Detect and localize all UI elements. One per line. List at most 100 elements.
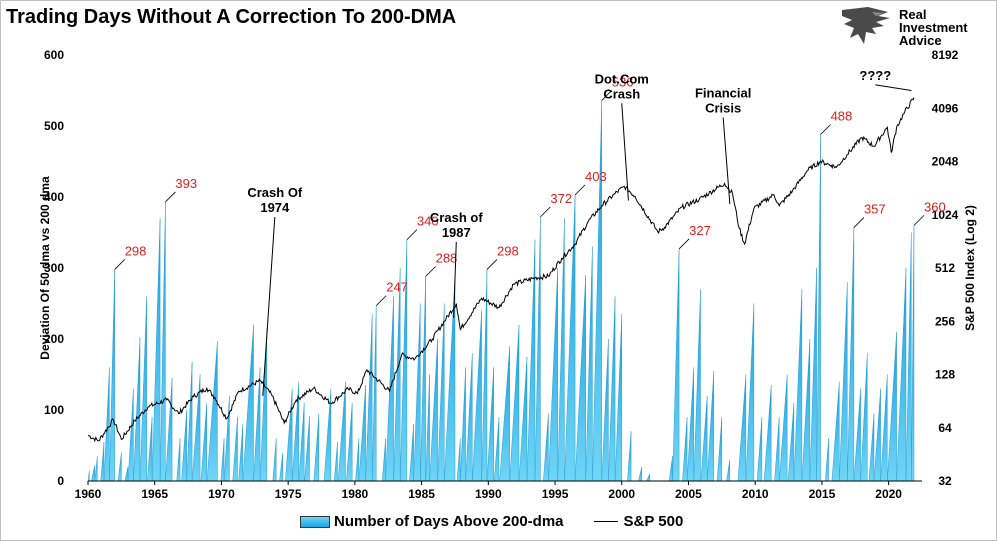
- bar-mark: [472, 310, 482, 482]
- bar-mark: [601, 338, 609, 482]
- y-tick-label: 200: [44, 332, 64, 346]
- bar-mark: [763, 385, 772, 482]
- annotation-arrow: [453, 241, 457, 318]
- peak-label: 298: [125, 243, 147, 258]
- bar-mark: [139, 296, 147, 482]
- brand-line-1: Real: [899, 7, 927, 22]
- bar-mark: [518, 356, 528, 482]
- bar-mark: [801, 338, 811, 482]
- bar-mark: [896, 267, 907, 482]
- bar-mark: [429, 338, 438, 482]
- peak-label: 340: [417, 214, 439, 229]
- y-tick-label: 300: [44, 261, 64, 275]
- peak-label: 298: [497, 243, 519, 258]
- bar-mark: [91, 465, 95, 482]
- bar-mark: [873, 388, 881, 482]
- peak-label-leader: [114, 259, 125, 270]
- x-tick-label: 1985: [408, 487, 435, 501]
- real-investment-advice-logo: [842, 7, 890, 44]
- bar-mark: [499, 346, 510, 482]
- bar-mark: [285, 388, 293, 482]
- bar-mark: [880, 374, 888, 482]
- bar-mark: [355, 438, 360, 482]
- annotation-arrow: [875, 84, 912, 91]
- bar-mark: [839, 282, 848, 482]
- peak-label-leader: [820, 124, 831, 135]
- legend-line-label: S&P 500: [623, 513, 684, 530]
- annotation-text: Financial: [695, 86, 751, 101]
- bar-mark: [816, 134, 821, 482]
- y2-tick-label: 8192: [932, 48, 959, 62]
- annotation-text: Crash Of: [247, 185, 303, 200]
- bar-mark: [668, 456, 673, 482]
- x-tick-label: 2010: [742, 487, 769, 501]
- x-tick-label: 1995: [542, 487, 569, 501]
- peak-label: 327: [689, 223, 711, 238]
- bar-mark: [371, 305, 377, 482]
- bar-mark: [242, 324, 254, 482]
- bar-mark: [103, 367, 110, 482]
- bar-mark: [726, 459, 730, 482]
- y2-tick-label: 1024: [932, 208, 959, 222]
- peak-label-leader: [375, 295, 387, 306]
- legend-line-swatch: [593, 521, 618, 522]
- bar-mark: [534, 216, 541, 482]
- bar-mark: [638, 466, 642, 482]
- bar-mark: [774, 417, 780, 482]
- days-above-200dma-series: [87, 100, 915, 482]
- bar-mark: [220, 438, 225, 482]
- bar-mark: [456, 438, 461, 482]
- peak-label-leader: [601, 90, 613, 101]
- bar-mark: [147, 417, 153, 482]
- peak-label-leader: [165, 191, 176, 203]
- bar-mark: [585, 246, 593, 482]
- bar-mark: [313, 413, 320, 482]
- bar-mark: [716, 417, 722, 482]
- bar-mark: [87, 470, 90, 482]
- bar-mark: [420, 276, 426, 482]
- x-tick-label: 2000: [608, 487, 635, 501]
- x-tick-label: 2005: [675, 487, 702, 501]
- x-tick-label: 2020: [875, 487, 902, 501]
- y-tick-label: 100: [44, 403, 64, 417]
- bar-mark: [627, 431, 632, 482]
- bar-mark: [911, 225, 915, 482]
- bar-mark: [165, 378, 173, 482]
- bar-mark: [706, 370, 714, 482]
- peak-label: 360: [924, 199, 946, 214]
- peak-label: 288: [436, 251, 458, 266]
- peak-label-leader: [406, 229, 418, 240]
- x-tick-label: 1975: [275, 487, 302, 501]
- bar-mark: [809, 267, 817, 482]
- peak-label: 393: [175, 176, 197, 191]
- bar-mark: [887, 331, 897, 482]
- annotation-text: ????: [859, 68, 891, 83]
- brand-line-3: Advice: [899, 33, 942, 48]
- bar-mark: [333, 441, 338, 482]
- peak-label-leader: [486, 259, 498, 270]
- bar-mark: [133, 337, 141, 482]
- bar-mark: [509, 324, 520, 482]
- bar-mark: [564, 194, 576, 482]
- bar-mark: [337, 381, 346, 482]
- bar-mark: [460, 367, 466, 482]
- x-tick-label: 1960: [75, 487, 102, 501]
- bar-mark: [493, 417, 500, 482]
- bar-mark: [693, 289, 701, 482]
- bar-mark: [825, 438, 829, 482]
- annotation-arrow: [722, 117, 731, 205]
- bar-mark: [272, 438, 277, 482]
- y-tick-label: 600: [44, 48, 64, 62]
- annotation-text: Dot.Com: [595, 71, 649, 86]
- legend-bar-swatch: [300, 515, 330, 528]
- bar-mark: [181, 409, 187, 482]
- y2-tick-label: 2048: [932, 155, 959, 169]
- peak-label-leader: [853, 217, 865, 228]
- bar-mark: [614, 314, 622, 482]
- peak-label: 403: [585, 169, 607, 184]
- peak-label: 247: [386, 280, 408, 295]
- bar-mark: [486, 367, 494, 482]
- annotation-text: 1987: [442, 225, 471, 240]
- bar-mark: [117, 452, 122, 482]
- bar-mark: [592, 100, 602, 482]
